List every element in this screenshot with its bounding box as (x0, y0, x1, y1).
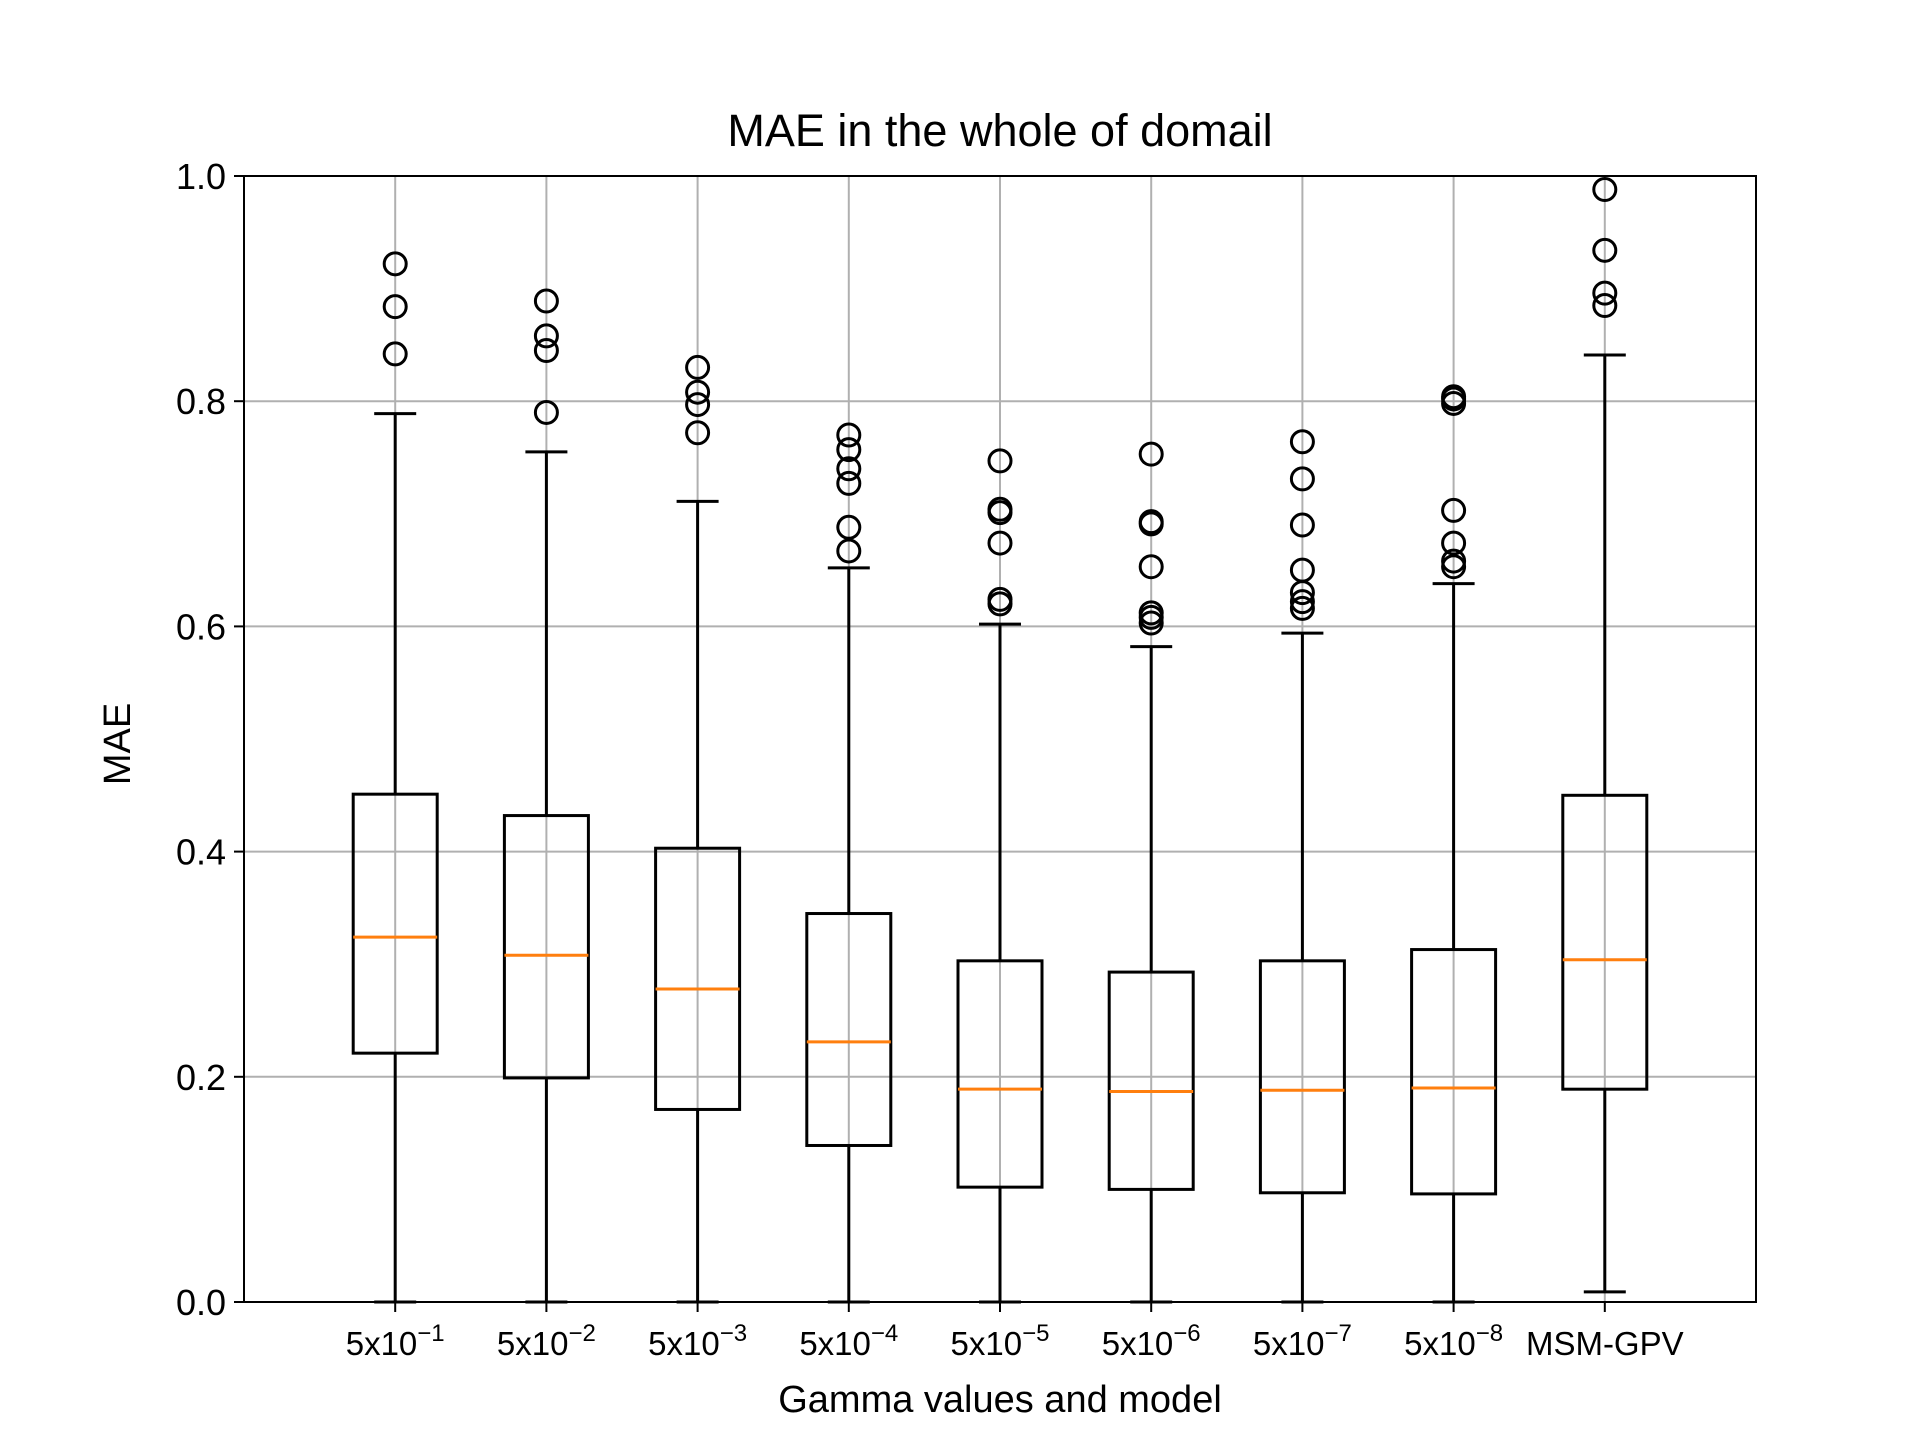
outlier-point (1138, 441, 1164, 467)
box-group (1258, 429, 1346, 1304)
outlier-point (1289, 557, 1315, 583)
y-tick-label: 0.2 (176, 1057, 226, 1098)
outlier-point (1441, 530, 1467, 556)
outlier-point (1592, 292, 1618, 318)
x-tick-label: 5x10−6 (1102, 1320, 1201, 1362)
x-tick-label: 5x10−8 (1404, 1320, 1503, 1362)
outlier-point (685, 354, 711, 380)
iqr-box (1107, 970, 1195, 1191)
outlier-point (533, 338, 559, 364)
y-tick-label: 0.0 (176, 1282, 226, 1323)
box-group (956, 448, 1044, 1304)
iqr-box (1258, 959, 1346, 1195)
x-tick-label: 5x10−7 (1253, 1320, 1352, 1362)
x-tick-label: 5x10−1 (346, 1320, 445, 1362)
outlier-point (1289, 595, 1315, 621)
outlier-point (382, 294, 408, 320)
outlier-point (685, 379, 711, 405)
x-axis: 5x10−1 5x10−2 5x10−3 5x10−4 5x10−5 5x10−6 5x10… (346, 1302, 1684, 1362)
outlier-point (1592, 237, 1618, 263)
outlier-point (1441, 384, 1467, 410)
outlier-point (382, 251, 408, 277)
boxes-layer (351, 177, 1649, 1304)
iqr-box (351, 792, 439, 1055)
outlier-point (836, 422, 862, 448)
outlier-point (987, 586, 1013, 612)
y-tick-label: 0.6 (176, 606, 226, 647)
iqr-box (1561, 793, 1649, 1091)
outlier-point (685, 420, 711, 446)
iqr-box (502, 814, 590, 1080)
y-axis: 0.0 0.2 0.4 0.6 0.8 1.0 (176, 156, 244, 1323)
outlier-point (836, 538, 862, 564)
outlier-point (1138, 600, 1164, 626)
outlier-point (1592, 280, 1618, 306)
outlier-point (1289, 466, 1315, 492)
iqr-box (654, 846, 742, 1111)
outlier-point (836, 470, 862, 496)
box-group (351, 251, 439, 1304)
outlier-point (382, 341, 408, 367)
outlier-point (1289, 429, 1315, 455)
iqr-box (1410, 948, 1498, 1196)
y-tick-label: 0.4 (176, 832, 226, 873)
y-tick-label: 1.0 (176, 156, 226, 197)
x-tick-label: 5x10−4 (799, 1320, 898, 1362)
x-tick-label: 5x10−2 (497, 1320, 596, 1362)
x-tick-label: 5x10−5 (951, 1320, 1050, 1362)
outlier-point (1138, 509, 1164, 535)
outlier-point (836, 437, 862, 463)
x-tick-label: MSM-GPV (1526, 1325, 1684, 1362)
x-tick-label: 5x10−3 (648, 1320, 747, 1362)
outlier-point (685, 392, 711, 418)
outlier-point (1289, 512, 1315, 538)
outlier-point (1289, 589, 1315, 615)
box-group (805, 422, 893, 1304)
y-axis-label: MAE (97, 703, 139, 785)
outlier-point (987, 530, 1013, 556)
outlier-point (1441, 497, 1467, 523)
chart-title: MAE in the whole of domail (727, 105, 1272, 156)
outlier-point (533, 323, 559, 349)
outlier-point (1441, 548, 1467, 574)
outlier-point (1592, 177, 1618, 203)
box-group (1107, 441, 1195, 1304)
outlier-point (987, 496, 1013, 522)
outlier-point (533, 288, 559, 314)
x-axis-label: Gamma values and model (778, 1379, 1222, 1421)
iqr-box (956, 959, 1044, 1189)
outlier-point (836, 514, 862, 540)
box-group (1410, 384, 1498, 1304)
y-tick-label: 0.8 (176, 381, 226, 422)
outlier-point (1138, 554, 1164, 580)
outlier-point (836, 456, 862, 482)
box-group (1561, 177, 1649, 1294)
outlier-point (987, 448, 1013, 474)
iqr-box (805, 912, 893, 1147)
outlier-point (533, 399, 559, 425)
